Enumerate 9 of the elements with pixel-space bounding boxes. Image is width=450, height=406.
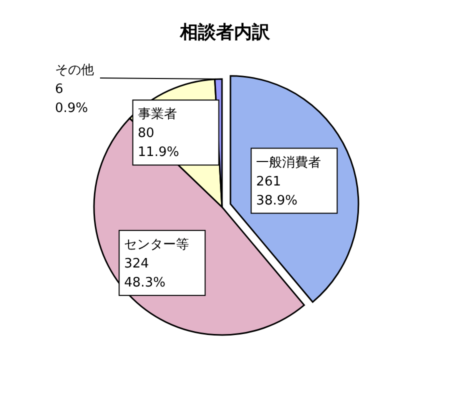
- data-label: 80 11.9%: [138, 126, 180, 160]
- slice-label: センター等: [124, 237, 190, 252]
- slice-label: 事業者: [138, 107, 177, 122]
- data-label: 261 38.9%: [256, 174, 298, 208]
- data-label: 6 0.9%: [55, 82, 88, 116]
- data-label: 324 48.3%: [124, 256, 166, 290]
- chart-title: 相談者内訳: [179, 22, 271, 43]
- slice-label: その他: [55, 63, 94, 78]
- slice-label: 一般消費者: [256, 155, 322, 170]
